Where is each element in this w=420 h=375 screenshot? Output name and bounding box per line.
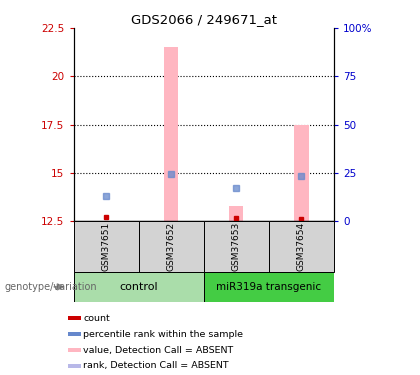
Text: GSM37654: GSM37654 — [297, 222, 306, 271]
Bar — [68, 332, 81, 336]
Bar — [164, 48, 178, 221]
Text: GSM37653: GSM37653 — [232, 222, 241, 271]
Bar — [229, 206, 244, 221]
Text: genotype/variation: genotype/variation — [4, 282, 97, 292]
Bar — [74, 221, 139, 272]
Bar — [269, 221, 334, 272]
Bar — [204, 221, 269, 272]
Text: count: count — [84, 314, 110, 322]
Text: GSM37652: GSM37652 — [167, 222, 176, 271]
Bar — [204, 272, 334, 302]
Title: GDS2066 / 249671_at: GDS2066 / 249671_at — [131, 13, 277, 26]
Text: percentile rank within the sample: percentile rank within the sample — [84, 330, 244, 339]
Text: miR319a transgenic: miR319a transgenic — [216, 282, 321, 292]
Bar — [139, 221, 204, 272]
Bar — [294, 124, 309, 221]
Bar — [68, 364, 81, 368]
Bar — [68, 348, 81, 352]
Text: rank, Detection Call = ABSENT: rank, Detection Call = ABSENT — [84, 362, 229, 370]
Text: value, Detection Call = ABSENT: value, Detection Call = ABSENT — [84, 345, 234, 354]
Text: GSM37651: GSM37651 — [102, 222, 110, 271]
Text: control: control — [119, 282, 158, 292]
Bar — [68, 316, 81, 320]
Bar — [74, 272, 204, 302]
